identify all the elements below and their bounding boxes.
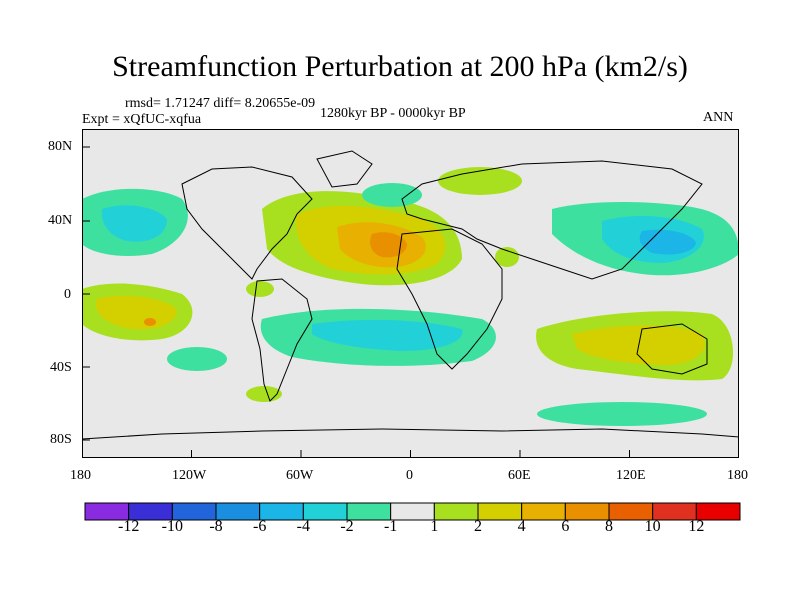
colorbar	[84, 502, 741, 521]
colorbar-swatch	[433, 502, 479, 521]
colorbar-label: -6	[252, 518, 267, 535]
colorbar-label: -10	[161, 518, 183, 535]
lat-label-40s: 40S	[50, 360, 72, 375]
season-label: ANN	[703, 110, 734, 125]
stats-label: rmsd= 1.71247 diff= 8.20655e-09	[125, 96, 316, 111]
period-label: 1280kyr BP - 0000kyr BP	[320, 106, 466, 121]
coastline-eurasia	[401, 160, 703, 280]
lon-label-120w: 120W	[172, 468, 207, 483]
lat-label-0: 0	[64, 287, 71, 302]
map-svg	[82, 129, 739, 458]
contour-negative-west-pacific-inner	[639, 229, 696, 255]
map-panel	[82, 129, 739, 458]
colorbar-label: -2	[340, 518, 354, 535]
map-border	[82, 129, 739, 458]
lon-label-180w: 180	[70, 468, 91, 483]
colorbar-label: -4	[296, 518, 310, 535]
coastlines	[82, 150, 739, 440]
coastline-australia	[636, 323, 708, 375]
colorbar-label: -8	[209, 518, 223, 535]
coastline-africa	[396, 228, 503, 370]
lat-label-40n: 40N	[48, 213, 73, 228]
map-title: Streamfunction Perturbation at 200 hPa (…	[112, 50, 688, 83]
experiment-label: Expt = xQfUC-xqfua	[82, 112, 202, 127]
coastline-north-america	[181, 166, 313, 280]
colorbar-label: 6	[561, 518, 570, 535]
contour-negative-south-indian	[537, 402, 707, 426]
lon-label-60e: 60E	[508, 468, 531, 483]
colorbar-label: -12	[117, 518, 140, 535]
colorbar-label: 2	[474, 518, 482, 535]
colorbar-label: 8	[605, 518, 613, 535]
contour-negative-east-pacific-inner	[101, 205, 167, 242]
colorbar-swatch	[477, 502, 523, 521]
colorbar-label: 12	[688, 518, 705, 535]
coastline-greenland	[316, 150, 373, 188]
contour-positive-arabia-small	[495, 247, 519, 267]
contour-positive-south-pacific-core	[144, 318, 156, 326]
lon-label-60w: 60W	[286, 468, 314, 483]
coastline-antarctica	[82, 428, 739, 440]
colorbar-swatch	[521, 502, 566, 521]
contour-negative-southeast-pacific	[167, 347, 227, 371]
lon-label-0: 0	[406, 468, 413, 483]
lat-label-80n: 80N	[48, 139, 73, 154]
contour-positive-caribbean-small	[246, 281, 274, 297]
contour-fields	[82, 167, 739, 426]
colorbar-label: 4	[517, 518, 526, 535]
tick-marks	[82, 146, 630, 458]
lon-label-120e: 120E	[616, 468, 646, 483]
contour-positive-south-pacific-inner	[96, 295, 177, 330]
contour-negative-north-atlantic	[362, 183, 422, 207]
coastline-south-america	[251, 278, 313, 402]
lon-label-180e: 180	[727, 468, 748, 483]
contour-positive-atlantic-core	[370, 232, 407, 258]
colorbar-swatch	[695, 502, 741, 521]
lat-label-80s: 80S	[50, 432, 72, 447]
colorbar-label: -1	[383, 518, 398, 535]
contour-positive-eurasia	[438, 167, 522, 195]
contour-negative-southern-ocean-inner	[312, 319, 463, 351]
colorbar-label: 10	[644, 518, 661, 535]
colorbar-swatch	[564, 502, 610, 521]
colorbar-label: 1	[430, 518, 439, 535]
